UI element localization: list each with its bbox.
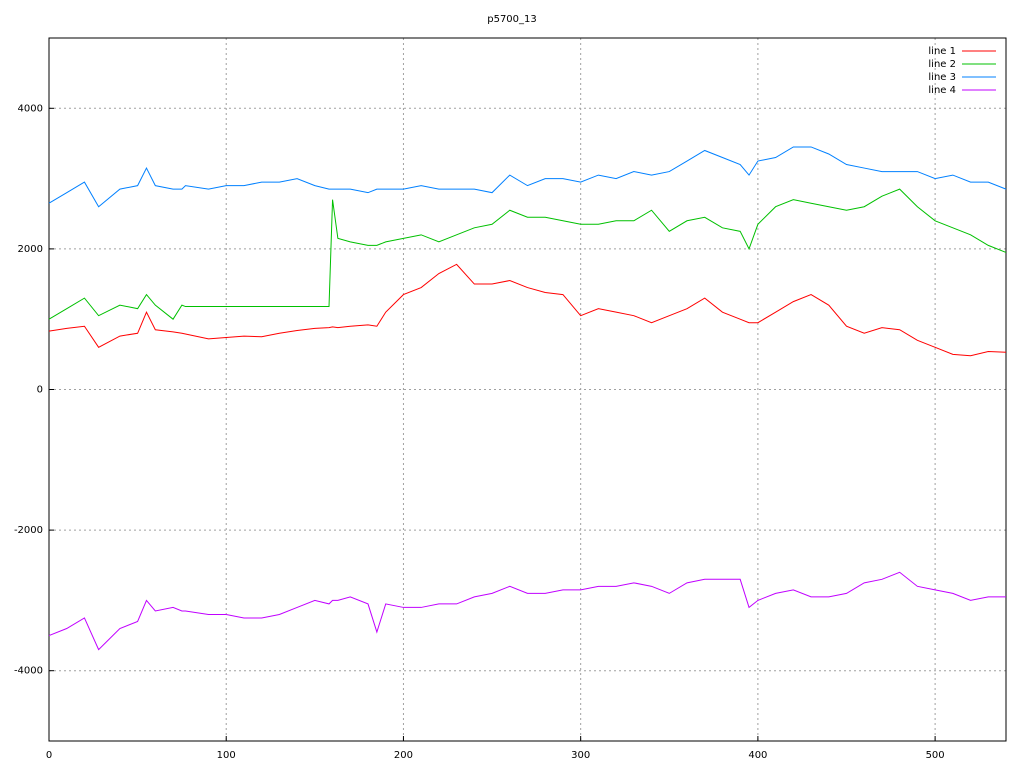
x-tick-label: 100 xyxy=(217,750,236,761)
data-line xyxy=(48,263,1007,357)
legend-label: line 2 xyxy=(928,59,956,70)
x-tick-label: 200 xyxy=(394,750,413,761)
x-tick-label: 400 xyxy=(748,750,767,761)
y-tick-label: 4000 xyxy=(18,103,43,114)
data-line xyxy=(48,146,1007,208)
y-tick-label: -2000 xyxy=(14,525,43,536)
y-tick-label: -4000 xyxy=(14,666,43,677)
legend-label: line 3 xyxy=(928,72,956,83)
chart-title: p5700_13 xyxy=(487,14,537,25)
legend-label: line 1 xyxy=(928,46,956,57)
y-tick-label: 0 xyxy=(37,385,43,396)
y-tick-label: 2000 xyxy=(18,244,43,255)
x-tick-label: 500 xyxy=(926,750,945,761)
data-line xyxy=(48,571,1006,651)
x-tick-label: 0 xyxy=(46,750,52,761)
legend-label: line 4 xyxy=(928,85,956,96)
data-line xyxy=(48,188,1007,320)
x-tick-label: 300 xyxy=(571,750,590,761)
plot-border xyxy=(48,37,1007,742)
